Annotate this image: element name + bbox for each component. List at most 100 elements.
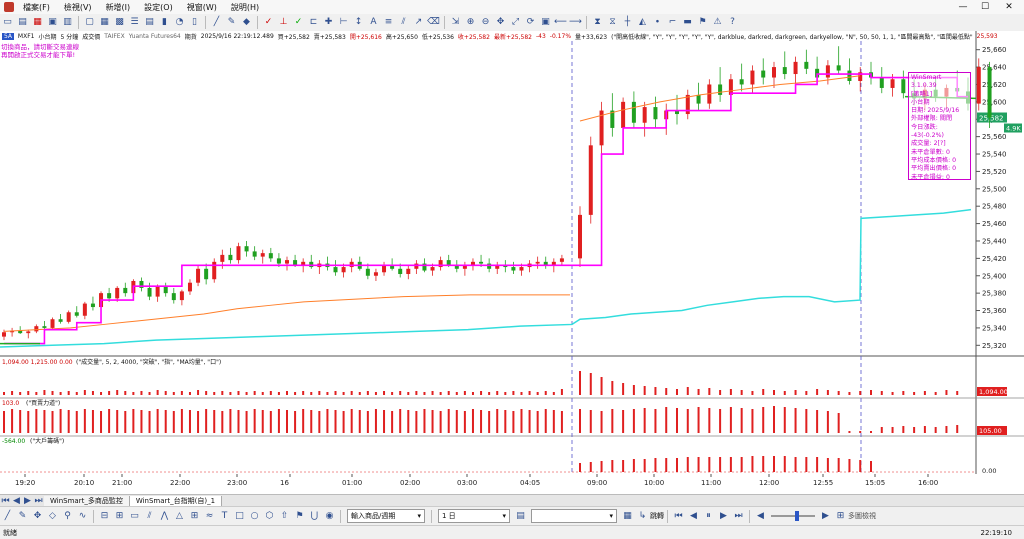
bezier-tool-icon[interactable]: ∿ [78,510,87,521]
node-tool-icon[interactable]: ◇ [49,510,56,521]
menu-view[interactable]: 檢視(V) [63,2,92,12]
save-icon[interactable]: ▣ [48,17,57,27]
help-icon[interactable]: ? [730,17,735,27]
play-fwd-icon[interactable]: ▶ [720,510,727,521]
flag-tool-icon[interactable]: ⚑ [295,510,304,521]
menu-window[interactable]: 視窗(W) [186,2,217,12]
date-combo[interactable]: ▾ [531,509,617,523]
wave-tool-icon[interactable]: ≈ [205,510,214,521]
speed-slider[interactable] [771,511,815,521]
candle-icon[interactable]: ⊥ [279,17,288,27]
dot-icon[interactable]: ∙ [654,17,661,27]
jump-button[interactable]: 跳轉 [650,512,664,520]
line-icon[interactable]: ⊢ [339,17,348,27]
indicator-icon[interactable]: ✓ [264,17,273,27]
open-icon[interactable]: ▤ [18,17,27,27]
pie-icon[interactable]: ◔ [175,17,184,27]
date-picker-icon[interactable]: ▦ [623,510,632,521]
tab-multi-monitor[interactable]: WinSmart_多商品監控 [44,495,130,507]
color-icon[interactable]: ◆ [243,17,250,27]
pen-tool-icon[interactable]: ✎ [18,510,27,521]
prev-icon[interactable]: ⟵ [554,17,567,27]
menu-help[interactable]: 說明(H) [230,2,260,12]
hist-icon[interactable]: ▬ [683,17,692,27]
chan-tool-icon[interactable]: ⫽ [147,510,152,521]
tab-last-icon[interactable]: ⏭ [34,495,43,506]
close-button[interactable]: ✕ [1005,2,1013,12]
arrow-icon[interactable]: ↗ [414,17,423,27]
window-icon[interactable]: ▢ [85,17,94,27]
multi-view-button[interactable]: 多圖檢視 [848,512,876,520]
print-icon[interactable]: ▥ [63,17,72,27]
line-tool-icon[interactable]: ╱ [4,510,11,521]
text-icon[interactable]: A [370,17,377,27]
rect-tool-icon[interactable]: ▭ [130,510,139,521]
list-icon[interactable]: ☰ [130,17,139,27]
play-last-icon[interactable]: ⏭ [734,510,743,521]
tab-first-icon[interactable]: ⏮ [1,495,10,506]
minimize-button[interactable]: — [958,2,968,12]
grid-icon[interactable]: ▩ [115,17,124,27]
maximize-button[interactable]: ☐ [980,2,990,12]
menu-file[interactable]: 檔案(F) [23,2,50,12]
ohlc-icon[interactable]: ┼ [624,17,631,27]
speed-icon[interactable]: ◀ [757,510,764,521]
arrow-up-tool-icon[interactable]: ⇧ [280,510,289,521]
speed-up-icon[interactable]: ▶ [822,510,829,521]
calendar-icon[interactable]: ▤ [516,510,525,521]
ruler-icon[interactable]: ⊏ [309,17,318,27]
poly-tool-icon[interactable]: ⬡ [265,510,274,521]
zoom-in-icon[interactable]: ⊕ [466,17,475,27]
chart-window[interactable]: 5A MXF1 小台期 5 分鐘 成交價 TAIFEX Yuanta Futur… [0,31,1024,474]
square-tool-icon[interactable]: □ [235,510,244,521]
slider-thumb[interactable] [795,511,799,521]
play-pause-icon[interactable]: ⏸ [706,510,711,521]
candle-up-icon[interactable]: ⧗ [594,17,601,27]
play-first-icon[interactable]: ⏮ [674,510,683,521]
symbol-combo[interactable]: 輸入商品/週期 ▾ [347,509,425,523]
eye-tool-icon[interactable]: ◉ [325,510,334,521]
alert-icon[interactable]: ⚠ [713,17,722,27]
table-icon[interactable]: ▤ [145,17,154,27]
hline-tool-icon[interactable]: ⊟ [100,510,109,521]
link-tool-icon[interactable]: ⚲ [64,510,71,521]
next-icon[interactable]: ⟶ [569,17,582,27]
tile-icon[interactable]: ▦ [100,17,109,27]
fib-icon[interactable]: ≡ [384,17,393,27]
pan-icon[interactable]: ✥ [496,17,505,27]
pen-icon[interactable]: ✎ [227,17,236,27]
circle-tool-icon[interactable]: ○ [250,510,259,521]
move-tool-icon[interactable]: ✥ [33,510,42,521]
step-icon[interactable]: ⌐ [668,17,677,27]
refresh-icon[interactable]: ⟳ [526,17,535,27]
bar-icon[interactable]: ▮ [162,17,167,27]
vline-tool-icon[interactable]: ⊞ [115,510,124,521]
trend-icon[interactable]: ✓ [294,17,303,27]
period-combo[interactable]: 1 日 ▾ [438,509,510,523]
tab-prev-icon[interactable]: ◀ [13,495,20,506]
text-tool-icon[interactable]: T [221,510,228,521]
cross-icon[interactable]: ✚ [324,17,333,27]
new-icon[interactable]: ▭ [3,17,12,27]
area-icon[interactable]: ◭ [639,17,646,27]
jump-icon[interactable]: ↳ [638,510,647,521]
tri-tool-icon[interactable]: △ [176,510,183,521]
play-back-icon[interactable]: ◀ [690,510,697,521]
tab-next-icon[interactable]: ▶ [24,495,31,506]
multi-view-icon[interactable]: ⊞ [836,510,845,521]
doc-icon[interactable]: ▯ [192,17,197,27]
mark-icon[interactable]: ↕ [354,17,363,27]
lock-icon[interactable]: ▣ [541,17,550,27]
magnet-tool-icon[interactable]: ⋃ [310,510,319,521]
chart-icon[interactable]: ▦ [33,17,42,27]
fit-icon[interactable]: ⤢ [511,17,520,27]
tab-taiex-futures[interactable]: WinSmart_台指期(自)_1 [129,495,223,507]
fan-tool-icon[interactable]: ⋀ [160,510,169,521]
erase-icon[interactable]: ⌫ [427,17,440,27]
draw-line-icon[interactable]: ╱ [213,17,220,27]
menu-insert[interactable]: 新增(I) [105,2,131,12]
strategy-icon[interactable]: ⚑ [698,17,707,27]
chart-canvas[interactable]: 25,66025,64025,62025,60025,58025,56025,5… [0,31,1024,474]
channel-icon[interactable]: ⫽ [401,17,406,27]
select-icon[interactable]: ⇲ [451,17,460,27]
